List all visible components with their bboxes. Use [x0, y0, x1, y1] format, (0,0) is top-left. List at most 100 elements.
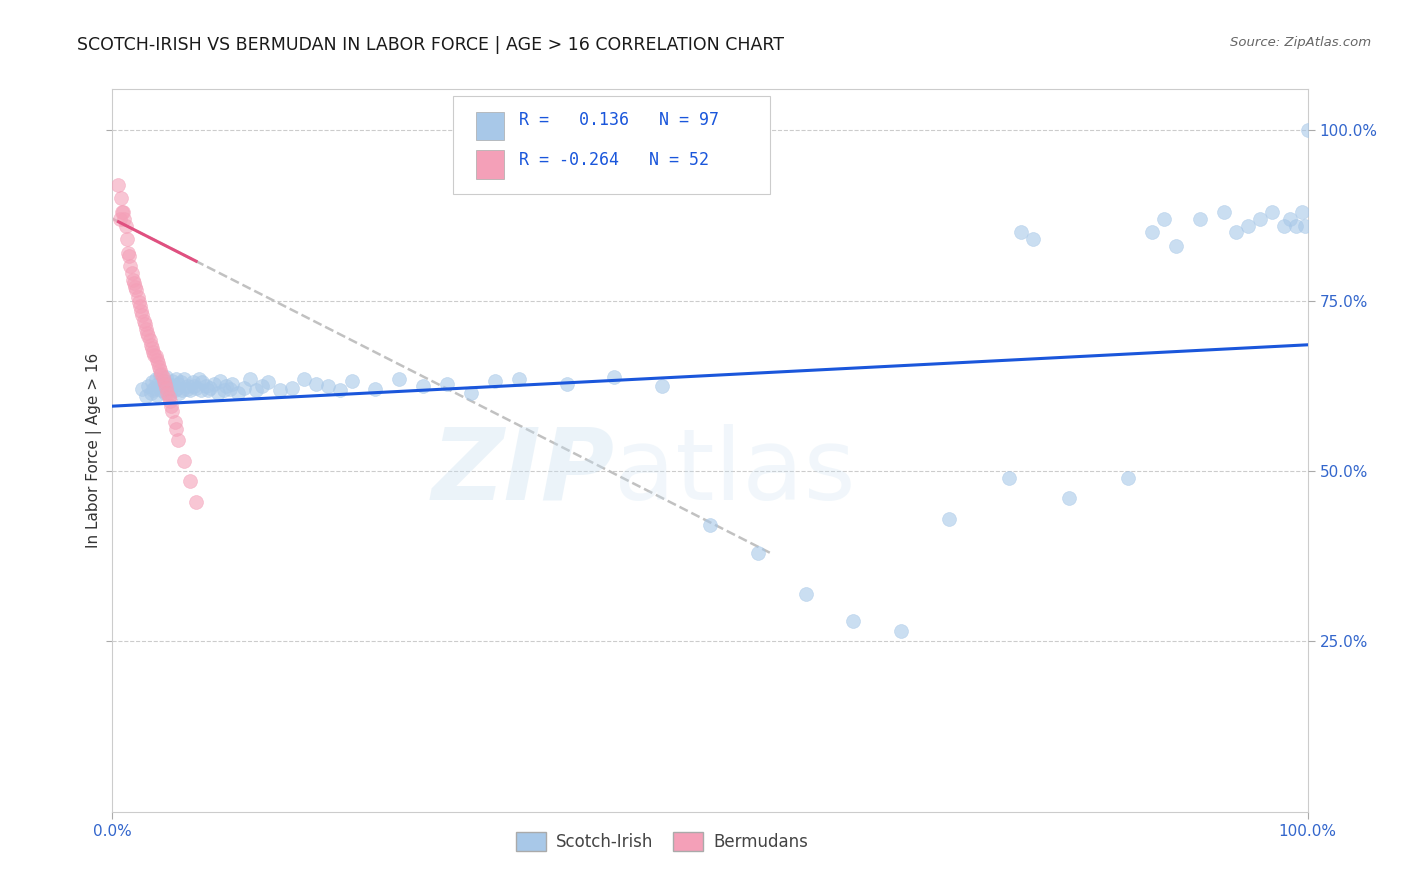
Point: [1294, 219, 1316, 233]
Point: [169, 385, 191, 400]
Point: [111, 205, 134, 219]
Point: [132, 314, 155, 328]
Point: [508, 372, 530, 386]
Point: [131, 382, 153, 396]
Point: [129, 299, 152, 313]
Point: [699, 518, 721, 533]
Point: [167, 434, 190, 448]
Point: [209, 374, 232, 388]
Point: [112, 205, 135, 219]
Point: [162, 378, 184, 392]
Point: [1118, 471, 1140, 485]
Point: [281, 381, 304, 395]
Point: [138, 333, 160, 347]
Point: [1225, 225, 1247, 239]
Point: [166, 381, 188, 395]
Point: [207, 385, 229, 400]
Point: [183, 378, 205, 392]
Point: [555, 376, 578, 391]
Point: [108, 211, 131, 226]
Point: [250, 378, 273, 392]
Point: [197, 384, 219, 398]
Point: [125, 283, 148, 297]
Point: [1166, 239, 1188, 253]
Point: [141, 376, 163, 390]
Point: [1010, 225, 1032, 239]
Point: [1249, 211, 1271, 226]
Point: [1291, 205, 1313, 219]
Point: [436, 376, 458, 391]
Point: [142, 384, 165, 398]
Point: [149, 363, 172, 377]
Point: [1022, 232, 1045, 246]
Point: [794, 586, 817, 600]
Point: [177, 378, 200, 392]
Point: [118, 249, 141, 263]
Point: [292, 372, 315, 386]
Y-axis label: In Labor Force | Age > 16: In Labor Force | Age > 16: [86, 353, 101, 548]
Point: [194, 378, 217, 392]
Point: [107, 178, 129, 192]
Point: [145, 387, 167, 401]
Point: [190, 384, 212, 398]
Point: [162, 374, 183, 388]
Point: [146, 376, 169, 391]
Point: [153, 376, 176, 391]
Point: [159, 385, 181, 400]
Point: [179, 384, 201, 398]
Text: R =   0.136   N = 97: R = 0.136 N = 97: [519, 111, 718, 128]
Point: [239, 372, 262, 386]
Text: ZIP: ZIP: [432, 424, 614, 521]
Point: [152, 378, 174, 392]
Point: [938, 511, 960, 525]
Point: [155, 369, 177, 384]
Point: [1153, 211, 1175, 226]
Point: [153, 374, 176, 388]
Point: [134, 318, 156, 332]
Point: [138, 329, 160, 343]
Point: [257, 376, 280, 390]
Point: [114, 211, 135, 226]
Point: [145, 350, 167, 364]
Legend: Scotch-Irish, Bermudans: Scotch-Irish, Bermudans: [509, 825, 815, 857]
Text: R = -0.264   N = 52: R = -0.264 N = 52: [519, 151, 709, 169]
Point: [226, 385, 249, 400]
Point: [169, 376, 191, 390]
Point: [603, 369, 626, 384]
Point: [121, 273, 143, 287]
Point: [142, 344, 165, 359]
Point: [117, 245, 139, 260]
Point: [150, 384, 173, 398]
Point: [890, 624, 912, 639]
Point: [651, 378, 673, 392]
Point: [1142, 225, 1164, 239]
Point: [139, 338, 162, 352]
Point: [221, 376, 243, 391]
Point: [135, 389, 157, 403]
Point: [150, 367, 173, 381]
FancyBboxPatch shape: [475, 150, 505, 178]
Point: [305, 376, 328, 391]
Point: [170, 384, 193, 398]
Point: [167, 376, 190, 391]
Point: [131, 309, 153, 323]
Point: [181, 376, 204, 390]
Point: [187, 372, 209, 386]
Point: [157, 390, 180, 404]
Point: [191, 376, 214, 390]
Point: [121, 266, 143, 280]
Point: [160, 399, 183, 413]
Point: [141, 341, 163, 355]
FancyBboxPatch shape: [475, 112, 505, 141]
Point: [115, 232, 138, 246]
Point: [157, 376, 180, 391]
Point: [165, 372, 187, 386]
Point: [1272, 219, 1295, 233]
Point: [156, 382, 179, 396]
Point: [200, 381, 222, 395]
Point: [218, 382, 240, 396]
Point: [156, 385, 179, 400]
Point: [460, 385, 482, 400]
Point: [998, 471, 1021, 485]
Point: [176, 382, 198, 396]
